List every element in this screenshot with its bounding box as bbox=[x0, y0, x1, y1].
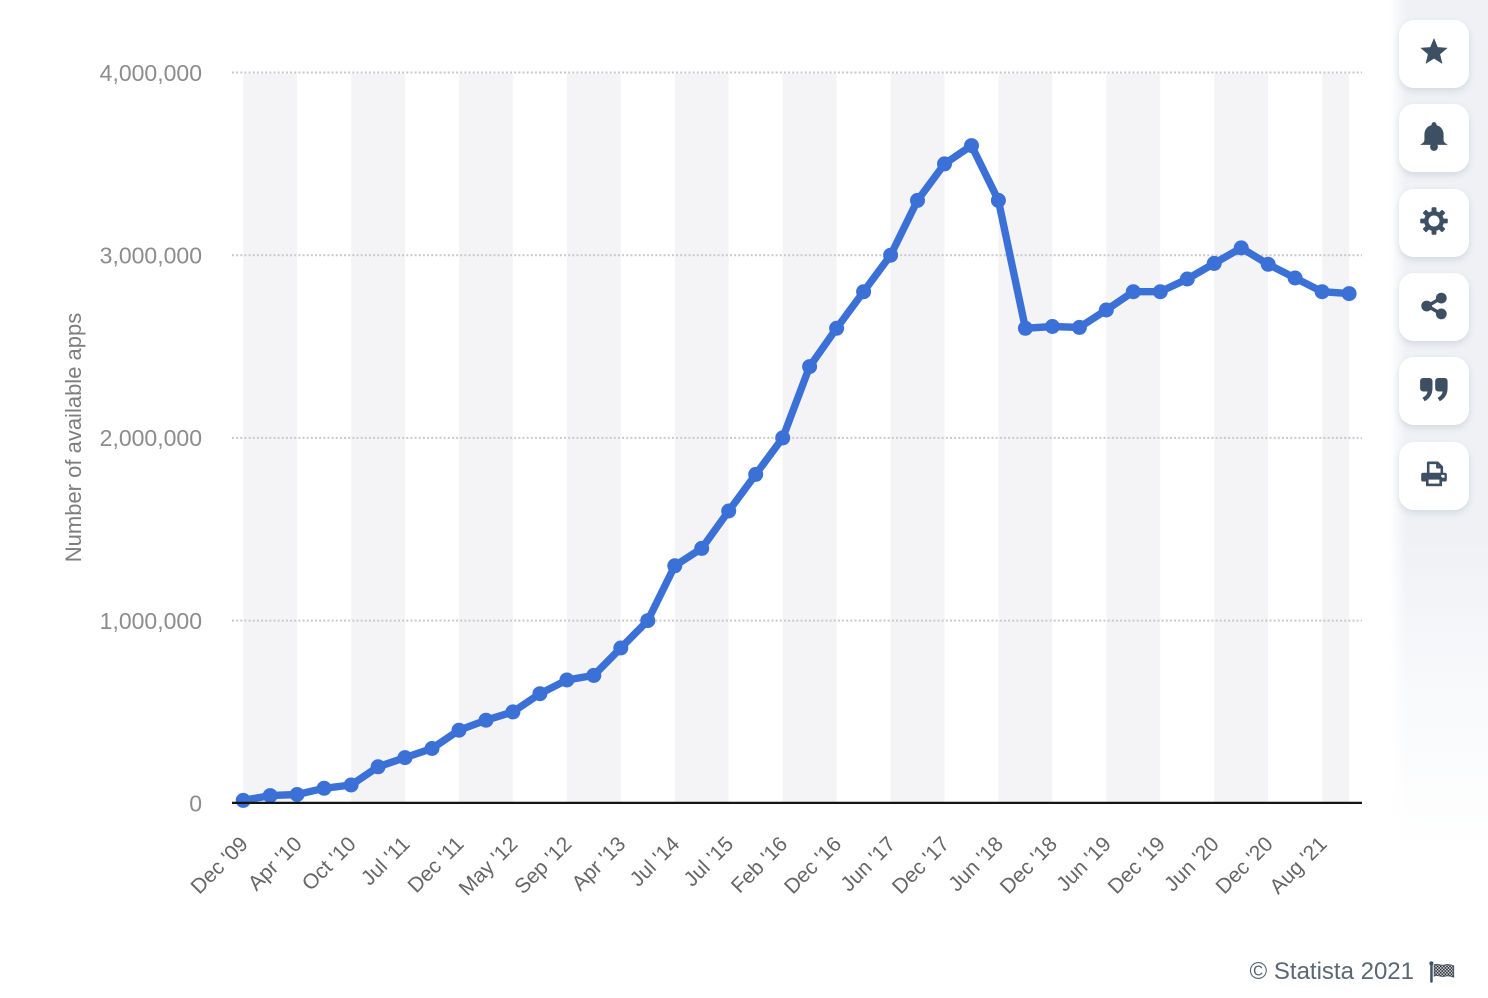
svg-text:Jun '18: Jun '18 bbox=[944, 832, 1008, 896]
svg-text:Jun '19: Jun '19 bbox=[1052, 832, 1116, 896]
svg-text:Dec '20: Dec '20 bbox=[1212, 832, 1278, 898]
svg-text:Apr '10: Apr '10 bbox=[244, 832, 307, 895]
svg-text:Aug '21: Aug '21 bbox=[1265, 832, 1331, 898]
svg-text:4,000,000: 4,000,000 bbox=[100, 60, 202, 86]
svg-text:May '12: May '12 bbox=[455, 832, 523, 900]
svg-text:Feb '16: Feb '16 bbox=[727, 832, 792, 897]
svg-text:Dec '17: Dec '17 bbox=[888, 832, 954, 898]
svg-text:Dec '18: Dec '18 bbox=[996, 832, 1062, 898]
svg-text:Dec '09: Dec '09 bbox=[187, 832, 253, 898]
svg-text:0: 0 bbox=[189, 790, 202, 816]
svg-text:1,000,000: 1,000,000 bbox=[100, 608, 202, 634]
svg-text:Jun '20: Jun '20 bbox=[1160, 832, 1224, 896]
svg-text:3,000,000: 3,000,000 bbox=[100, 243, 202, 269]
svg-text:© Statista 2021: © Statista 2021 bbox=[1250, 958, 1414, 985]
svg-text:Apr '13: Apr '13 bbox=[567, 832, 630, 895]
svg-text:Jun '17: Jun '17 bbox=[836, 832, 900, 896]
svg-text:Dec '19: Dec '19 bbox=[1104, 832, 1170, 898]
svg-text:2,000,000: 2,000,000 bbox=[100, 425, 202, 451]
svg-text:Jul '14: Jul '14 bbox=[626, 832, 685, 891]
svg-text:Sep '12: Sep '12 bbox=[510, 832, 576, 898]
svg-text:Number of available apps: Number of available apps bbox=[61, 313, 86, 562]
svg-text:Dec '16: Dec '16 bbox=[780, 832, 846, 898]
svg-text:Oct '10: Oct '10 bbox=[298, 832, 361, 895]
